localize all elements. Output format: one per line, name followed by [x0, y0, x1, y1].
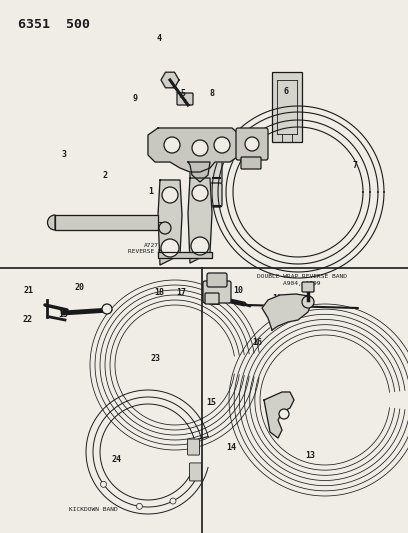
Text: 9: 9	[132, 94, 137, 103]
Circle shape	[192, 140, 208, 156]
Text: 21: 21	[24, 286, 33, 295]
FancyBboxPatch shape	[205, 293, 219, 304]
Polygon shape	[161, 72, 179, 88]
Circle shape	[191, 237, 209, 255]
FancyBboxPatch shape	[241, 157, 261, 169]
FancyBboxPatch shape	[190, 183, 222, 207]
Text: 7: 7	[353, 161, 357, 169]
Text: 13: 13	[305, 451, 315, 460]
Text: 10: 10	[233, 286, 243, 295]
Circle shape	[161, 239, 179, 257]
FancyBboxPatch shape	[302, 282, 314, 292]
Text: 22: 22	[23, 316, 33, 324]
Circle shape	[302, 296, 314, 308]
Text: 17: 17	[177, 288, 186, 296]
Text: 19: 19	[58, 310, 68, 319]
Polygon shape	[262, 294, 312, 330]
Text: 2: 2	[103, 172, 108, 180]
Text: 18: 18	[154, 288, 164, 296]
FancyBboxPatch shape	[188, 439, 200, 455]
Polygon shape	[264, 392, 294, 438]
FancyBboxPatch shape	[272, 72, 302, 142]
FancyBboxPatch shape	[203, 281, 231, 303]
Circle shape	[102, 304, 112, 314]
Text: 3: 3	[62, 150, 67, 159]
Text: DOUBLE WRAP REVERSE BAND
A904, A999: DOUBLE WRAP REVERSE BAND A904, A999	[257, 274, 347, 286]
Circle shape	[100, 481, 106, 487]
Polygon shape	[158, 180, 182, 265]
Circle shape	[192, 185, 208, 201]
FancyBboxPatch shape	[236, 128, 268, 160]
Text: 23: 23	[150, 354, 160, 362]
Circle shape	[214, 137, 230, 153]
Text: 6: 6	[283, 87, 288, 96]
Text: 12: 12	[210, 298, 220, 306]
Circle shape	[159, 222, 171, 234]
Polygon shape	[148, 128, 240, 172]
Text: 15: 15	[206, 398, 216, 407]
Text: 4: 4	[157, 34, 162, 43]
Text: 8: 8	[210, 89, 215, 98]
Text: 1: 1	[149, 188, 153, 196]
Text: 24: 24	[111, 455, 121, 464]
Text: 14: 14	[227, 443, 237, 452]
Circle shape	[164, 137, 180, 153]
Text: 5: 5	[180, 89, 185, 98]
Circle shape	[245, 137, 259, 151]
Text: 16: 16	[252, 338, 262, 346]
FancyBboxPatch shape	[189, 463, 202, 481]
Circle shape	[279, 409, 289, 419]
Polygon shape	[188, 162, 210, 182]
Polygon shape	[158, 252, 212, 258]
Text: A727
REVERSE BAND: A727 REVERSE BAND	[129, 243, 173, 254]
Circle shape	[170, 498, 176, 504]
Circle shape	[162, 187, 178, 203]
FancyBboxPatch shape	[207, 273, 227, 287]
Text: 20: 20	[75, 284, 84, 292]
FancyBboxPatch shape	[177, 93, 193, 105]
Text: 11: 11	[273, 294, 282, 303]
Text: 6351  500: 6351 500	[18, 18, 90, 31]
FancyBboxPatch shape	[190, 158, 222, 184]
Polygon shape	[55, 215, 158, 230]
Circle shape	[136, 503, 142, 510]
Polygon shape	[188, 178, 212, 263]
Text: KICKDOWN BAND: KICKDOWN BAND	[69, 507, 118, 512]
Wedge shape	[47, 215, 55, 230]
